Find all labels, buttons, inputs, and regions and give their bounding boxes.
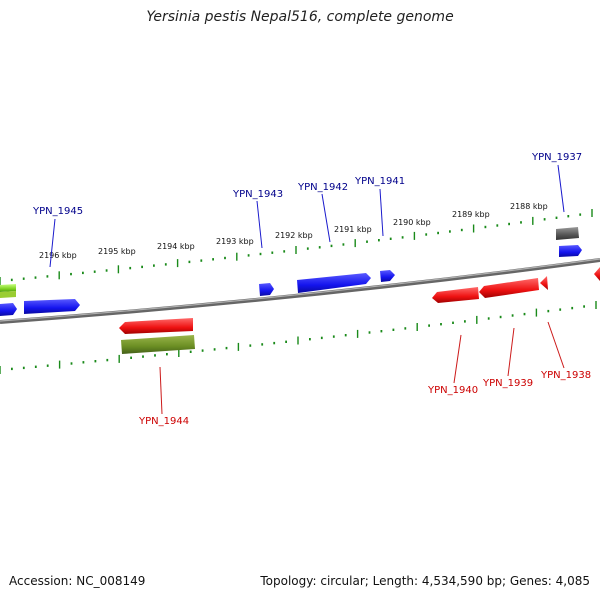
gene-arrow-left-edge[interactable] <box>0 303 17 316</box>
gene-label-YPN_1937[interactable]: YPN_1937 <box>531 152 582 163</box>
tick-label-2191: 2191 kbp <box>334 225 372 234</box>
gene-arrow-YPN_1939[interactable] <box>479 278 539 298</box>
gene-label-YPN_1945[interactable]: YPN_1945 <box>32 206 83 217</box>
gene-label-YPN_1938[interactable]: YPN_1938 <box>540 370 591 381</box>
gene-arrow-olive[interactable] <box>121 335 195 354</box>
leader-YPN_1938 <box>547 321 565 369</box>
tick-label-2192: 2192 kbp <box>275 231 313 240</box>
gene-label-YPN_1944[interactable]: YPN_1944 <box>138 416 189 427</box>
gene-label-YPN_1942[interactable]: YPN_1942 <box>297 182 348 193</box>
gene-arrow-YPN_1938[interactable] <box>540 276 548 290</box>
tick-label-2188: 2188 kbp <box>510 202 548 211</box>
gene-arrow-YPN_1940[interactable] <box>432 287 479 303</box>
gene-arrow-grey[interactable] <box>556 227 579 240</box>
gene-arrow-YPN_1944[interactable] <box>119 318 193 334</box>
leader-YPN_1940 <box>453 334 462 384</box>
gene-arrow-green[interactable] <box>0 284 16 298</box>
leader-YPN_1941 <box>379 188 384 237</box>
gene-arrow-right-edge[interactable] <box>594 267 600 281</box>
leader-YPN_1937 <box>557 164 565 213</box>
genome-backbone <box>0 258 600 324</box>
tick-label-2193: 2193 kbp <box>216 237 254 246</box>
tick-label-2195: 2195 kbp <box>98 247 136 256</box>
gene-arrow-YPN_1937[interactable] <box>559 245 582 257</box>
reverse-strand-scale <box>0 301 597 374</box>
leader-YPN_1942 <box>321 193 331 243</box>
tick-label-2190: 2190 kbp <box>393 218 431 227</box>
tick-label-2196: 2196 kbp <box>39 251 77 260</box>
genome-title: Yersinia pestis Nepal516, complete genom… <box>146 9 454 25</box>
gene-arrow-YPN_1942[interactable] <box>297 273 371 293</box>
gene-label-YPN_1943[interactable]: YPN_1943 <box>232 189 283 200</box>
tick-label-2189: 2189 kbp <box>452 210 490 219</box>
gene-label-YPN_1941[interactable]: YPN_1941 <box>354 176 405 187</box>
gene-label-YPN_1939[interactable]: YPN_1939 <box>482 378 533 389</box>
gene-arrow-YPN_1941[interactable] <box>380 270 395 282</box>
forward-strand-scale <box>0 209 593 285</box>
leader-YPN_1944 <box>159 366 163 415</box>
accession-text: Accession: NC_008149 <box>9 574 146 588</box>
leader-YPN_1943 <box>256 200 263 249</box>
gene-arrow-YPN_1945[interactable] <box>24 299 80 314</box>
gene-arrow-YPN_1943[interactable] <box>259 283 274 296</box>
tick-label-2194: 2194 kbp <box>157 242 195 251</box>
gene-label-YPN_1940[interactable]: YPN_1940 <box>427 385 478 396</box>
leader-YPN_1945 <box>49 218 56 268</box>
leader-YPN_1939 <box>507 327 515 377</box>
topology-text: Topology: circular; Length: 4,534,590 bp… <box>260 574 590 588</box>
